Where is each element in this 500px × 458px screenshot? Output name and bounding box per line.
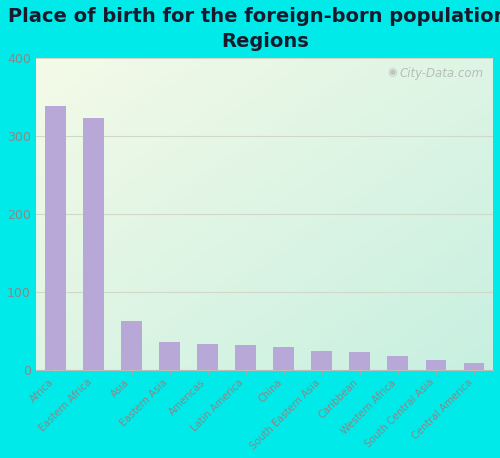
- Bar: [426, 360, 446, 371]
- Bar: [83, 118, 104, 371]
- Bar: [121, 321, 142, 371]
- Bar: [235, 344, 256, 371]
- Bar: [464, 363, 484, 371]
- Title: Place of birth for the foreign-born population -
Regions: Place of birth for the foreign-born popu…: [8, 7, 500, 51]
- Bar: [274, 347, 294, 371]
- Text: City-Data.com: City-Data.com: [400, 67, 484, 81]
- Bar: [45, 106, 66, 371]
- Bar: [159, 342, 180, 371]
- Bar: [350, 352, 370, 371]
- Bar: [197, 344, 218, 371]
- Bar: [312, 351, 332, 371]
- Bar: [388, 356, 408, 371]
- Text: ◉: ◉: [388, 67, 397, 77]
